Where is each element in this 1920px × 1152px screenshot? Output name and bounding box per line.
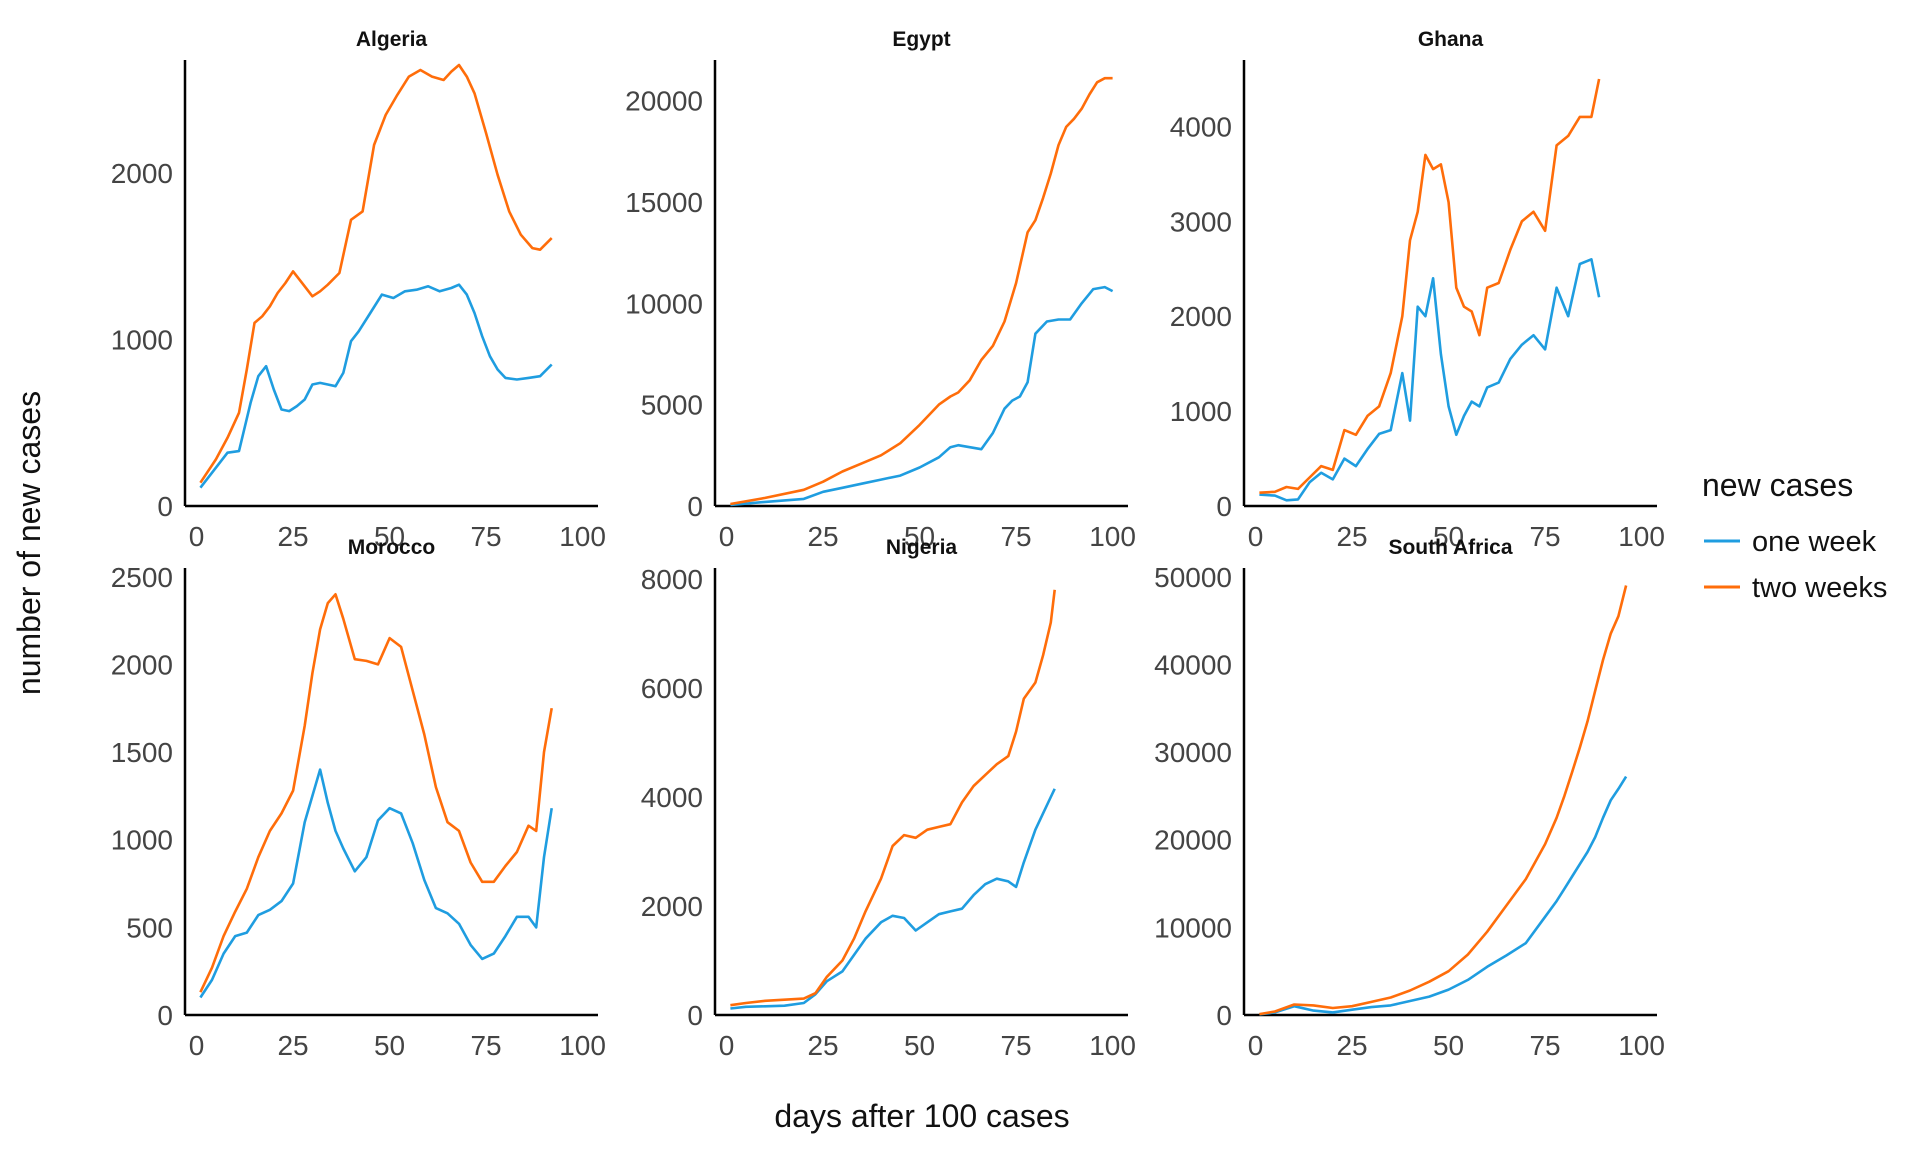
y-tick-label: 0: [687, 491, 703, 522]
x-tick-label: 100: [559, 521, 606, 552]
y-tick-label: 0: [1216, 1000, 1232, 1031]
series-line-two-weeks: [730, 589, 1056, 1007]
x-tick-label: 75: [470, 521, 501, 552]
x-tick-label: 100: [1089, 1030, 1136, 1061]
y-tick-label: 3000: [1170, 206, 1232, 237]
x-tick-label: 50: [374, 521, 405, 552]
x-tick-label: 25: [277, 1030, 308, 1061]
y-tick-label: 50000: [1154, 562, 1232, 593]
legend-title: new cases: [1702, 467, 1853, 503]
panel-title: Algeria: [356, 28, 428, 51]
panel-title: South Africa: [1388, 536, 1512, 559]
x-tick-label: 75: [470, 1030, 501, 1061]
series-line-two-weeks: [1259, 585, 1628, 1016]
y-tick-label: 4000: [1170, 111, 1232, 142]
panel-title: Morocco: [348, 536, 436, 559]
y-tick-label: 10000: [1154, 912, 1232, 943]
x-tick-label: 50: [374, 1030, 405, 1061]
x-tick-label: 75: [1000, 521, 1031, 552]
y-tick-label: 0: [1216, 491, 1232, 522]
legend-label-one-week: one week: [1752, 526, 1877, 558]
y-tick-label: 0: [687, 1000, 703, 1031]
series-line-two-weeks: [1259, 78, 1601, 494]
x-tick-label: 0: [719, 1030, 735, 1061]
series-line-one-week: [730, 788, 1056, 1010]
y-tick-label: 0: [157, 1000, 173, 1031]
x-tick-label: 25: [1336, 1030, 1367, 1061]
panel-nigeria: Nigeria 0 2000 4000 6000 8000 0 25 50 75 100: [641, 536, 1136, 1061]
x-tick-label: 50: [1433, 1030, 1464, 1061]
series-line-one-week: [199, 283, 553, 489]
x-tick-label: 0: [1248, 1030, 1264, 1061]
series-line-one-week: [730, 285, 1114, 507]
y-tick-label: 500: [126, 912, 173, 943]
y-tick-label: 2500: [111, 562, 173, 593]
x-tick-label: 25: [807, 521, 838, 552]
x-tick-label: 25: [1336, 521, 1367, 552]
y-tick-label: 1000: [1170, 396, 1232, 427]
panel-south-africa: South Africa 0 10000 20000 30000 40000 50000 0 2…: [1154, 536, 1665, 1061]
y-tick-label: 40000: [1154, 649, 1232, 680]
y-tick-label: 20000: [625, 86, 703, 117]
y-tick-label: 1500: [111, 737, 173, 768]
y-tick-label: 30000: [1154, 737, 1232, 768]
series-line-one-week: [199, 768, 553, 999]
x-tick-label: 0: [189, 521, 205, 552]
x-tick-label: 25: [277, 521, 308, 552]
x-tick-label: 0: [719, 521, 735, 552]
y-axis-title: number of new cases: [11, 391, 47, 695]
x-tick-label: 75: [1000, 1030, 1031, 1061]
panel-title: Nigeria: [886, 536, 958, 559]
legend-label-two-weeks: two weeks: [1752, 572, 1887, 604]
y-tick-label: 6000: [641, 673, 703, 704]
y-tick-label: 20000: [1154, 825, 1232, 856]
y-tick-label: 1000: [111, 325, 173, 356]
series-line-two-weeks: [199, 63, 553, 484]
x-tick-label: 75: [1529, 1030, 1560, 1061]
panel-title: Ghana: [1418, 28, 1484, 51]
y-tick-label: 5000: [641, 390, 703, 421]
y-tick-label: 2000: [1170, 301, 1232, 332]
x-tick-label: 0: [1248, 521, 1264, 552]
series-line-one-week: [1259, 258, 1601, 502]
x-tick-label: 100: [1618, 1030, 1665, 1061]
y-tick-label: 2000: [641, 891, 703, 922]
panel-title: Egypt: [892, 28, 950, 51]
x-tick-label: 25: [807, 1030, 838, 1061]
x-tick-label: 100: [559, 1030, 606, 1061]
y-tick-label: 15000: [625, 187, 703, 218]
x-tick-label: 75: [1529, 521, 1560, 552]
series-line-two-weeks: [199, 593, 553, 993]
x-tick-label: 100: [1618, 521, 1665, 552]
y-tick-label: 4000: [641, 782, 703, 813]
panel-ghana: Ghana 0 1000 2000 3000 4000 0 25 50 75 100: [1170, 28, 1665, 552]
x-tick-label: 0: [189, 1030, 205, 1061]
y-tick-label: 10000: [625, 288, 703, 319]
y-tick-label: 8000: [641, 564, 703, 595]
y-tick-label: 2000: [111, 158, 173, 189]
x-tick-label: 50: [1433, 521, 1464, 552]
series-line-one-week: [1259, 775, 1628, 1016]
x-tick-label: 50: [904, 521, 935, 552]
x-tick-label: 50: [904, 1030, 935, 1061]
y-tick-label: 0: [157, 491, 173, 522]
y-tick-label: 2000: [111, 649, 173, 680]
panel-algeria: Algeria 0 1000 2000 0 25 50 75 100: [111, 28, 606, 552]
legend: new cases one week two weeks: [1702, 467, 1887, 604]
y-tick-label: 1000: [111, 825, 173, 856]
panel-morocco: Morocco 0 500 1000 1500 2000 2500 0 25 50 75 100: [111, 536, 606, 1061]
panel-egypt: Egypt 0 5000 10000 15000 20000 0 25 50 75 100: [625, 28, 1136, 552]
series-line-two-weeks: [730, 76, 1113, 506]
x-axis-title: days after 100 cases: [774, 1098, 1069, 1134]
x-tick-label: 100: [1089, 521, 1136, 552]
